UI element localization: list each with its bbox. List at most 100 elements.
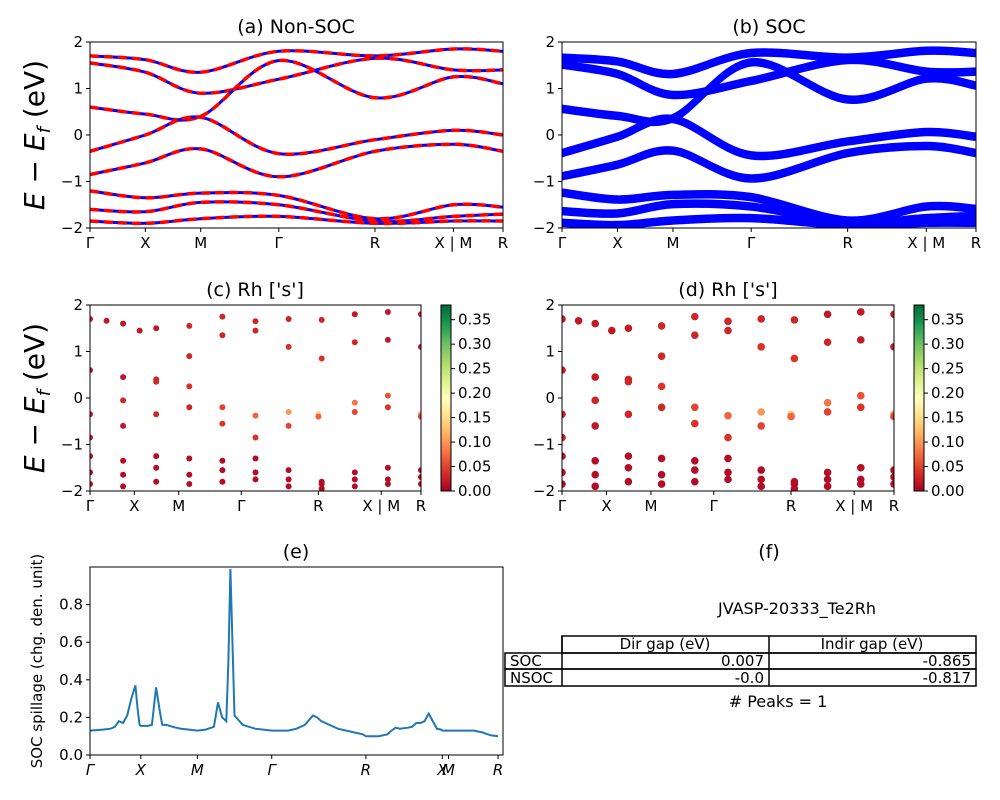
panel-c-ytick-label: 1 [73, 343, 83, 361]
panel-e-xtick-label: R [361, 761, 371, 779]
panel-b-xtick-label: M [666, 234, 679, 252]
panel-e-ytick-label: 0.2 [59, 708, 83, 726]
panel-e-ytick-label: 0.6 [59, 633, 83, 651]
projected-point [890, 480, 894, 488]
colorbar-tick-label: 0.25 [931, 360, 964, 378]
colorbar-gradient [913, 304, 925, 492]
projected-point [285, 422, 292, 429]
panel-a-ytick-label: 2 [73, 33, 83, 51]
projected-point [252, 469, 259, 476]
projected-point [90, 315, 93, 322]
band-line-soc [90, 115, 503, 156]
projected-point [724, 475, 732, 484]
projected-point [418, 413, 421, 420]
projected-point [691, 419, 699, 428]
projected-point [153, 378, 160, 385]
projected-point [186, 404, 193, 411]
colorbar-tick-label: 0.15 [931, 409, 964, 427]
panel-d-xtick-label: M [644, 497, 657, 515]
colorbar-tick-label: 0.15 [458, 409, 491, 427]
projected-point [120, 483, 127, 490]
projected-point [624, 463, 633, 472]
projected-point [252, 455, 259, 462]
projected-point [591, 373, 599, 381]
colorbar-tick-label: 0.30 [458, 335, 491, 353]
colorbar-gradient [440, 304, 452, 492]
projected-point [757, 315, 765, 323]
projected-point [823, 408, 832, 416]
projected-point [318, 481, 325, 488]
projected-point [351, 408, 358, 415]
table-row-nsoc-label: NSOC [510, 669, 553, 687]
projected-point [691, 477, 699, 486]
projected-point [691, 403, 699, 412]
panel-c-ytick-label: 0 [73, 389, 83, 407]
projected-point [384, 308, 391, 315]
projected-point [285, 476, 292, 483]
spillage-line [90, 568, 499, 738]
projected-point [252, 434, 259, 441]
panel-b-title: (b) SOC [732, 16, 805, 38]
panel-b-xtick-label: Γ [558, 234, 567, 252]
projected-point [384, 464, 391, 471]
projected-point [318, 316, 325, 323]
projected-point [153, 464, 160, 471]
projected-point [591, 422, 599, 430]
projected-point [624, 452, 633, 460]
panel-b-ytick-label: 0 [545, 126, 555, 144]
panel-a-xtick-label: X [140, 234, 150, 252]
panel-d-plot [562, 308, 894, 491]
panel-e-xtick-label: X [135, 761, 147, 779]
projected-point [691, 331, 699, 340]
colorbar-tick-label: 0.25 [458, 360, 491, 378]
projected-point [757, 475, 765, 484]
panel-c-ytick-label: 2 [73, 296, 83, 314]
projected-point [285, 483, 292, 490]
projected-point [562, 480, 566, 488]
projected-point [591, 456, 599, 465]
projected-point [657, 382, 666, 391]
projected-point [657, 454, 666, 463]
panel-a-xtick-label: Γ [86, 234, 95, 252]
projected-point [384, 336, 391, 343]
panel-d-xtick-label: Γ [558, 497, 567, 515]
band-ylabel-mid: E − Ef (eV) [18, 323, 55, 473]
colorbar-tick-label: 0.35 [931, 311, 964, 329]
projected-point [153, 478, 160, 485]
colorbar-tick-label: 0.30 [931, 335, 964, 353]
panel-b-xtick-label: Γ [747, 234, 756, 252]
projected-point [823, 338, 832, 347]
projected-point [252, 318, 259, 325]
panel-e-xtick-label: R [493, 761, 503, 779]
peaks-count: # Peaks = 1 [729, 692, 828, 711]
panel-a-plot [90, 47, 503, 226]
panel-c-title: (c) Rh ['s'] [206, 279, 304, 301]
projected-point [591, 396, 599, 405]
panel-a-xtick-label: R [370, 234, 380, 252]
projected-point [624, 410, 633, 419]
projected-point [823, 482, 832, 491]
projected-point [120, 457, 127, 464]
projected-point [591, 470, 599, 479]
projected-point [418, 467, 421, 474]
projected-point [890, 473, 894, 481]
panel-a-xtick-label: R [498, 234, 508, 252]
panel-e-xtick-label: M [191, 761, 204, 779]
projected-point [418, 481, 421, 488]
projected-point [857, 336, 865, 344]
table-row-soc-dir: 0.007 [721, 652, 764, 670]
projected-point [562, 366, 566, 374]
band-line-soc [90, 189, 503, 221]
projected-point [351, 311, 358, 318]
panel-a-ytick-label: −1 [61, 173, 83, 191]
projected-point [219, 478, 226, 485]
projected-point [186, 455, 193, 462]
projected-point [857, 391, 865, 400]
gap-table: Dir gap (eV) Indir gap (eV) SOC 0.007 -0… [504, 635, 977, 687]
colorbar-tick-label: 0.20 [458, 384, 491, 402]
panel-a-ytick-label: 1 [73, 80, 83, 98]
projected-point [724, 317, 732, 326]
panel-b-plot [562, 46, 976, 228]
